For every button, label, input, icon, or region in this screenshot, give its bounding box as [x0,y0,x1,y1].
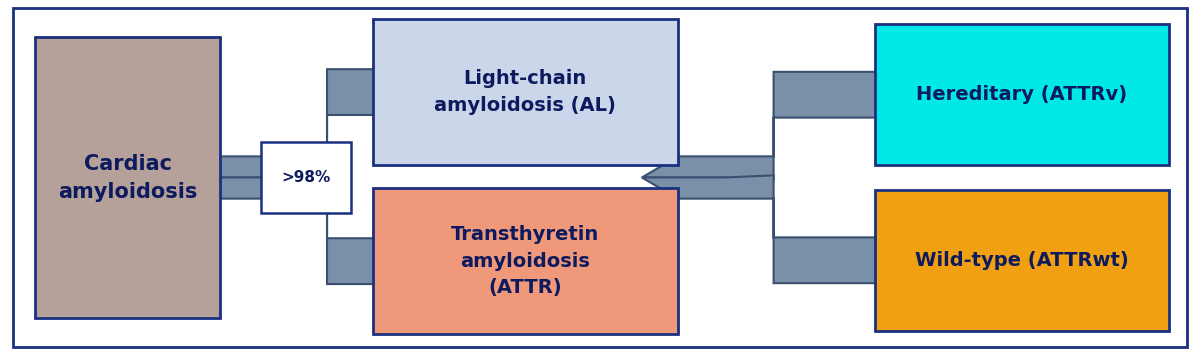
FancyBboxPatch shape [262,142,350,213]
Polygon shape [185,175,408,284]
FancyBboxPatch shape [35,37,221,318]
Text: Light-chain
amyloidosis (AL): Light-chain amyloidosis (AL) [434,69,616,115]
Text: Cardiac
amyloidosis: Cardiac amyloidosis [58,153,197,202]
FancyBboxPatch shape [13,9,1187,346]
Polygon shape [642,72,911,180]
FancyBboxPatch shape [372,19,678,165]
Text: Hereditary (ATTRv): Hereditary (ATTRv) [917,85,1128,104]
Text: Wild-type (ATTRwt): Wild-type (ATTRwt) [916,251,1129,270]
Text: >98%: >98% [282,170,331,185]
Polygon shape [185,69,408,180]
Text: Transthyretin
amyloidosis
(ATTR): Transthyretin amyloidosis (ATTR) [451,225,599,297]
FancyBboxPatch shape [372,188,678,334]
FancyBboxPatch shape [875,24,1169,165]
FancyBboxPatch shape [875,190,1169,331]
Polygon shape [642,175,911,283]
